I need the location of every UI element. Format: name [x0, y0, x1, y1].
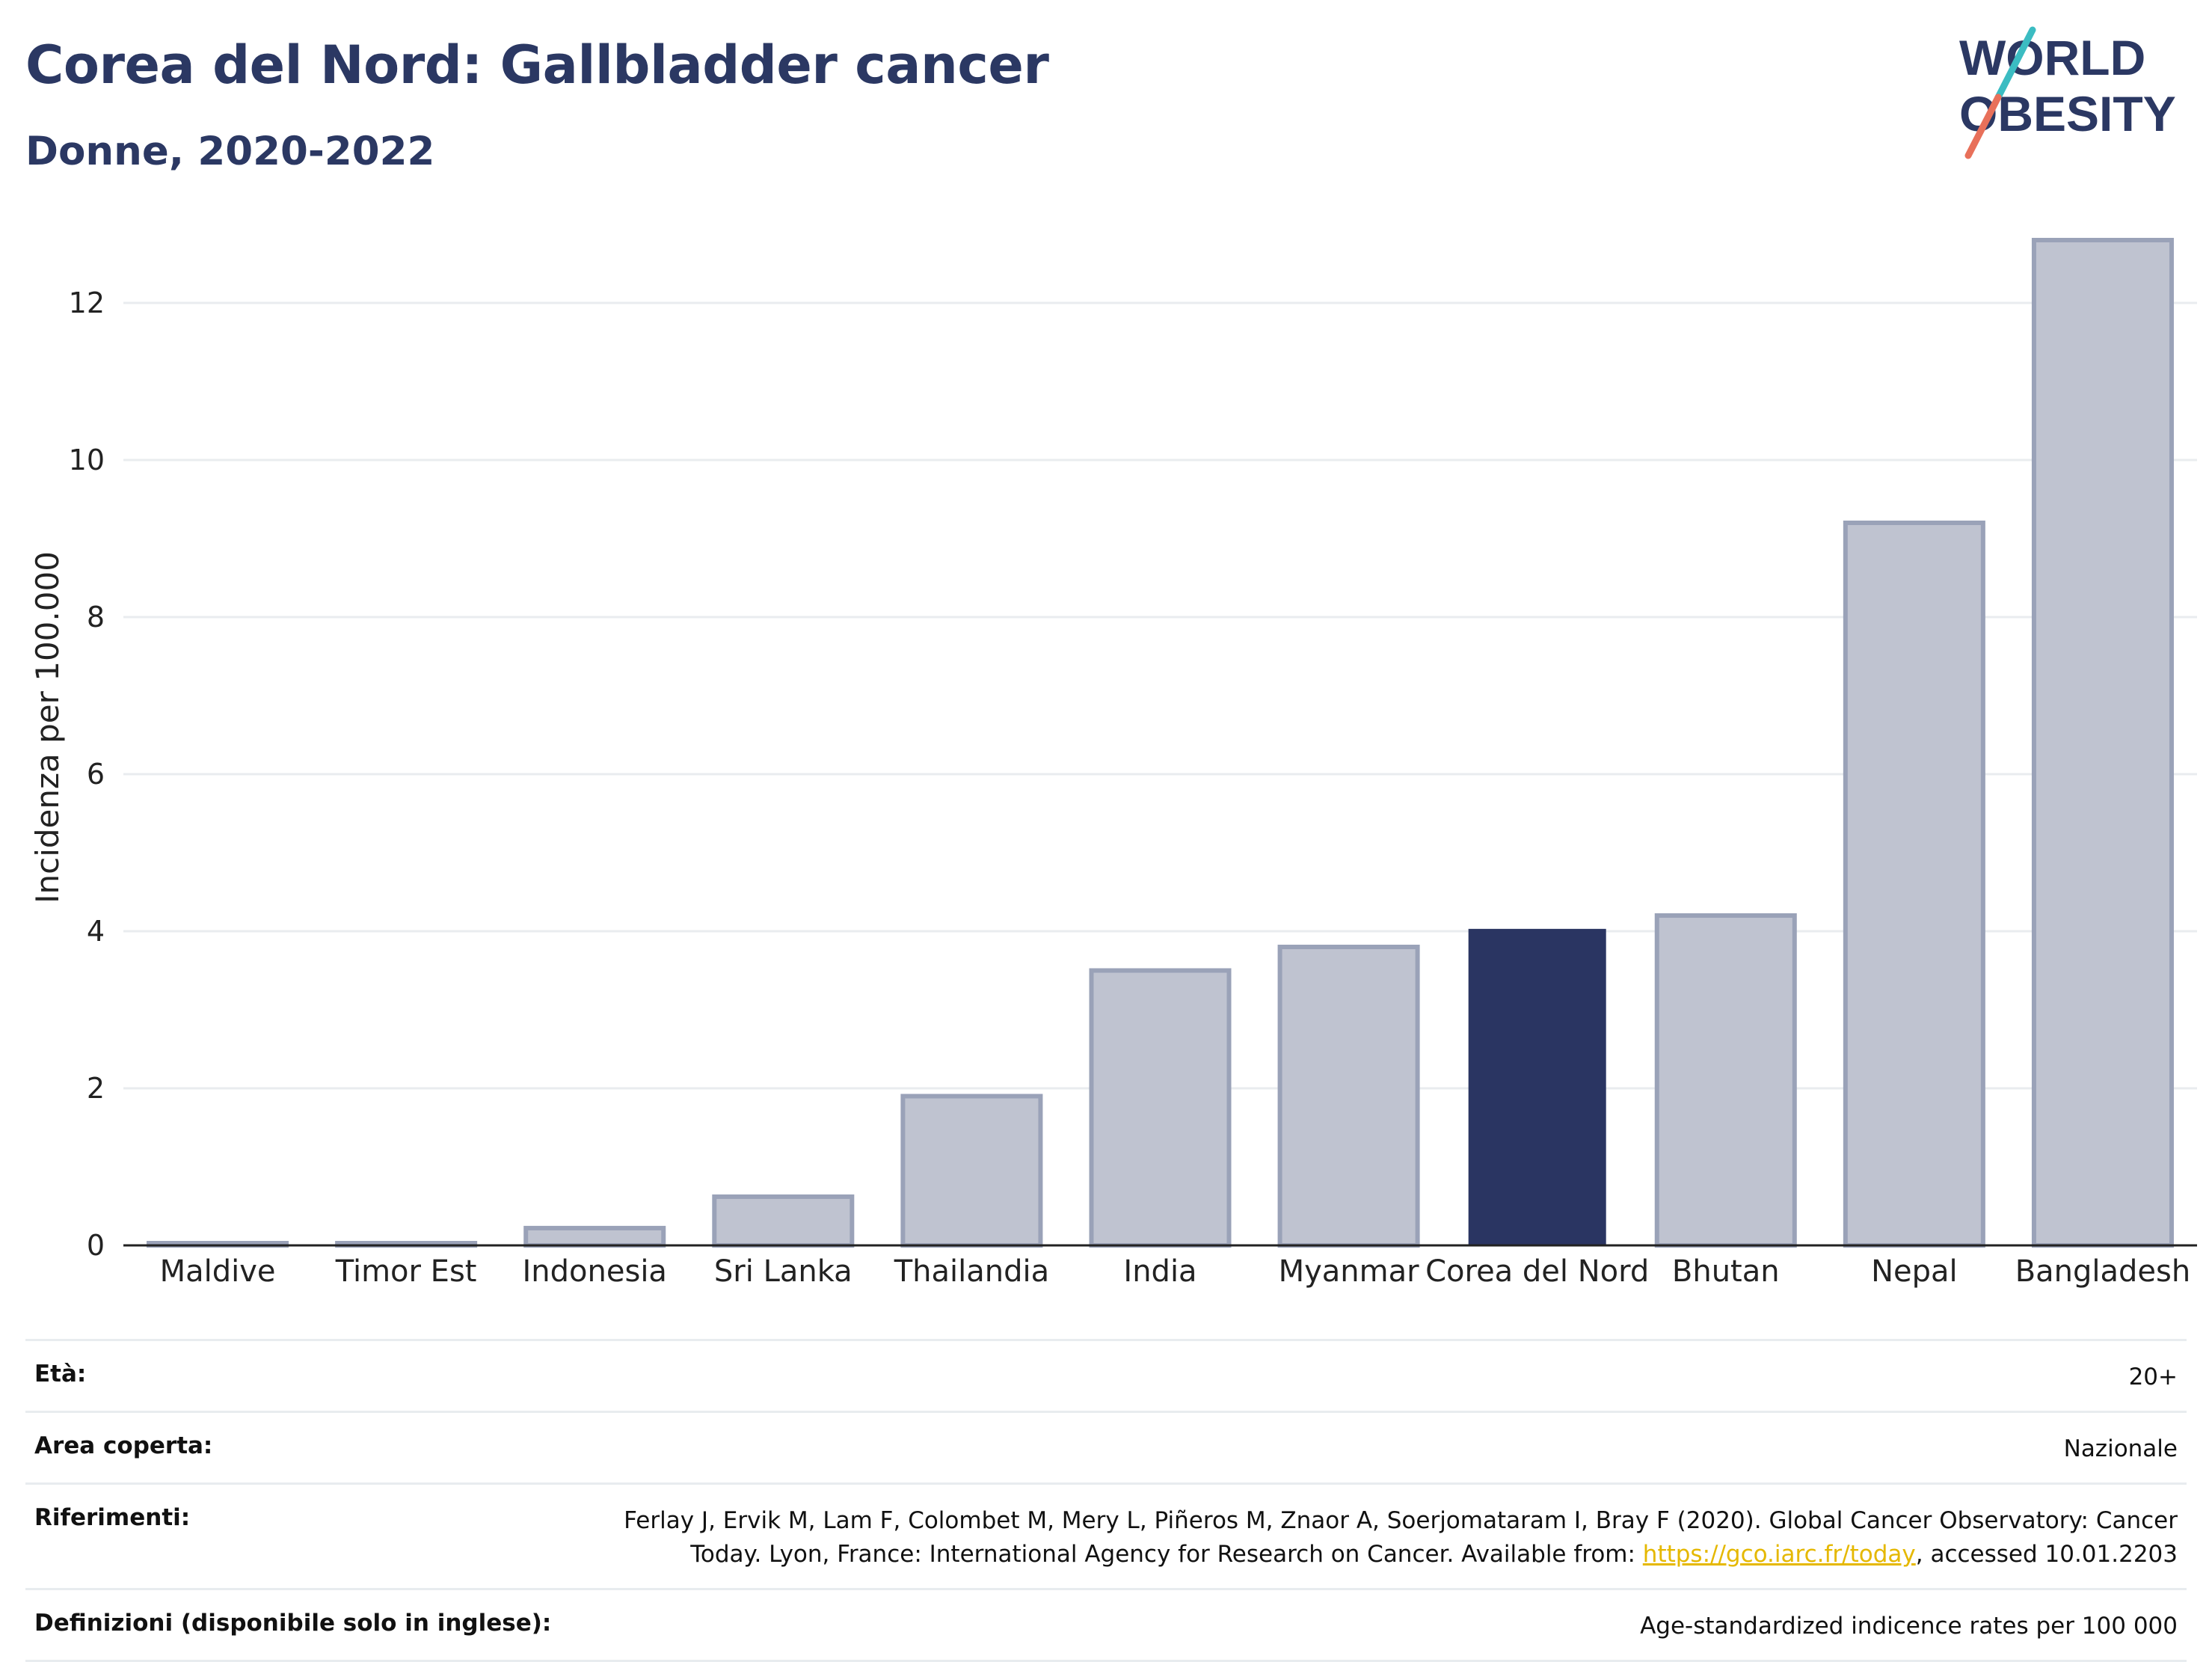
- x-tick-label: Corea del Nord: [1425, 1254, 1649, 1289]
- x-tick-label: Indonesia: [523, 1254, 667, 1289]
- y-tick-label: 2: [87, 1072, 105, 1105]
- world-obesity-logo: WORLD OBESITY: [1959, 26, 2176, 159]
- x-tick-label: Timor Est: [335, 1254, 477, 1289]
- bar: [712, 1194, 855, 1248]
- y-tick-label: 10: [69, 444, 105, 476]
- references-text-2: , accessed 10.01.2203: [1915, 1541, 2178, 1568]
- info-row-definitions: Definizioni (disponibile solo in inglese…: [25, 1588, 2187, 1662]
- y-tick-label: 8: [87, 601, 105, 634]
- bar: [1468, 928, 1606, 1245]
- y-tick-label: 12: [69, 286, 105, 319]
- bar-chart: 0 2 4 6 8 10 12 Incidenza per 100.000 Maldive Tim…: [29, 238, 2197, 1289]
- x-tick-label: Thailandia: [894, 1254, 1049, 1289]
- references-value: Ferlay J, Ervik M, Lam F, Colombet M, Me…: [547, 1504, 2178, 1571]
- y-axis-label: Incidenza per 100.000: [29, 551, 66, 904]
- info-row-age: Età: 20+: [25, 1339, 2187, 1411]
- x-tick-label: Maldive: [160, 1254, 276, 1289]
- definitions-value: Age-standardized indicence rates per 100…: [1640, 1613, 2178, 1640]
- info-table: Età: 20+ Area coperta: Nazionale Riferim…: [25, 1339, 2187, 1662]
- bar: [1843, 521, 1985, 1248]
- references-link[interactable]: https://gco.iarc.fr/today: [1642, 1541, 1916, 1568]
- chart-title: Corea del Nord: Gallbladder cancer: [25, 34, 1049, 96]
- area-label: Area coperta:: [34, 1432, 213, 1459]
- age-label: Età:: [34, 1361, 87, 1387]
- y-tick-label: 6: [87, 758, 105, 791]
- references-label: Riferimenti:: [34, 1504, 191, 1531]
- x-tick-label: Myanmar: [1279, 1254, 1420, 1289]
- info-row-references: Riferimenti: Ferlay J, Ervik M, Lam F, C…: [25, 1482, 2187, 1588]
- x-tick-label: India: [1123, 1254, 1196, 1289]
- x-tick-label: Bhutan: [1672, 1254, 1780, 1289]
- bar: [900, 1094, 1043, 1248]
- logo-line-2: OBESITY: [1959, 86, 2176, 141]
- logo-slash-teal: [1994, 26, 2036, 101]
- x-tick-label: Nepal: [1871, 1254, 1958, 1289]
- bar: [523, 1225, 666, 1248]
- area-value: Nazionale: [2063, 1435, 2178, 1462]
- info-row-area: Area coperta: Nazionale: [25, 1411, 2187, 1482]
- x-tick-label: Sri Lanka: [714, 1254, 852, 1289]
- references-text-1: Ferlay J, Ervik M, Lam F, Colombet M, Me…: [624, 1507, 2178, 1568]
- bar: [2031, 238, 2174, 1248]
- bar: [1654, 913, 1797, 1248]
- logo-line-1: WORLD: [1959, 30, 2145, 85]
- bar: [1089, 968, 1232, 1248]
- logo-slash-coral: [1964, 93, 2002, 159]
- definitions-label: Definizioni (disponibile solo in inglese…: [34, 1610, 552, 1637]
- x-tick-label: Bangladesh: [2015, 1254, 2191, 1289]
- age-value: 20+: [2128, 1364, 2178, 1390]
- bar: [1277, 945, 1420, 1248]
- chart-subtitle: Donne, 2020-2022: [25, 129, 435, 174]
- y-tick-label: 4: [87, 915, 105, 948]
- y-tick-label: 0: [87, 1229, 105, 1262]
